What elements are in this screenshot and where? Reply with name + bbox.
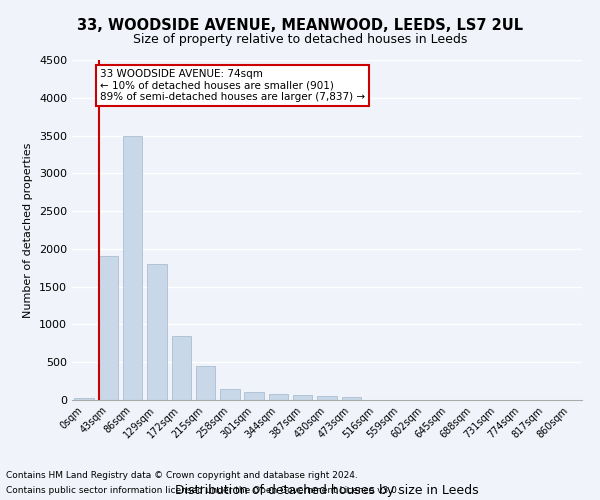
- Text: 33, WOODSIDE AVENUE, MEANWOOD, LEEDS, LS7 2UL: 33, WOODSIDE AVENUE, MEANWOOD, LEEDS, LS…: [77, 18, 523, 32]
- Bar: [147, 264, 167, 400]
- Bar: [74, 398, 94, 400]
- Bar: [99, 256, 118, 400]
- Bar: [293, 396, 313, 400]
- Y-axis label: Number of detached properties: Number of detached properties: [23, 142, 34, 318]
- Text: Contains public sector information licensed under the Open Government Licence v3: Contains public sector information licen…: [6, 486, 400, 495]
- Text: 33 WOODSIDE AVENUE: 74sqm
← 10% of detached houses are smaller (901)
89% of semi: 33 WOODSIDE AVENUE: 74sqm ← 10% of detac…: [100, 69, 365, 102]
- Bar: [341, 397, 361, 400]
- Text: Contains HM Land Registry data © Crown copyright and database right 2024.: Contains HM Land Registry data © Crown c…: [6, 471, 358, 480]
- Bar: [220, 388, 239, 400]
- X-axis label: Distribution of detached houses by size in Leeds: Distribution of detached houses by size …: [175, 484, 479, 497]
- Bar: [269, 394, 288, 400]
- Bar: [196, 366, 215, 400]
- Bar: [244, 392, 264, 400]
- Bar: [172, 336, 191, 400]
- Bar: [123, 136, 142, 400]
- Text: Size of property relative to detached houses in Leeds: Size of property relative to detached ho…: [133, 32, 467, 46]
- Bar: [317, 396, 337, 400]
